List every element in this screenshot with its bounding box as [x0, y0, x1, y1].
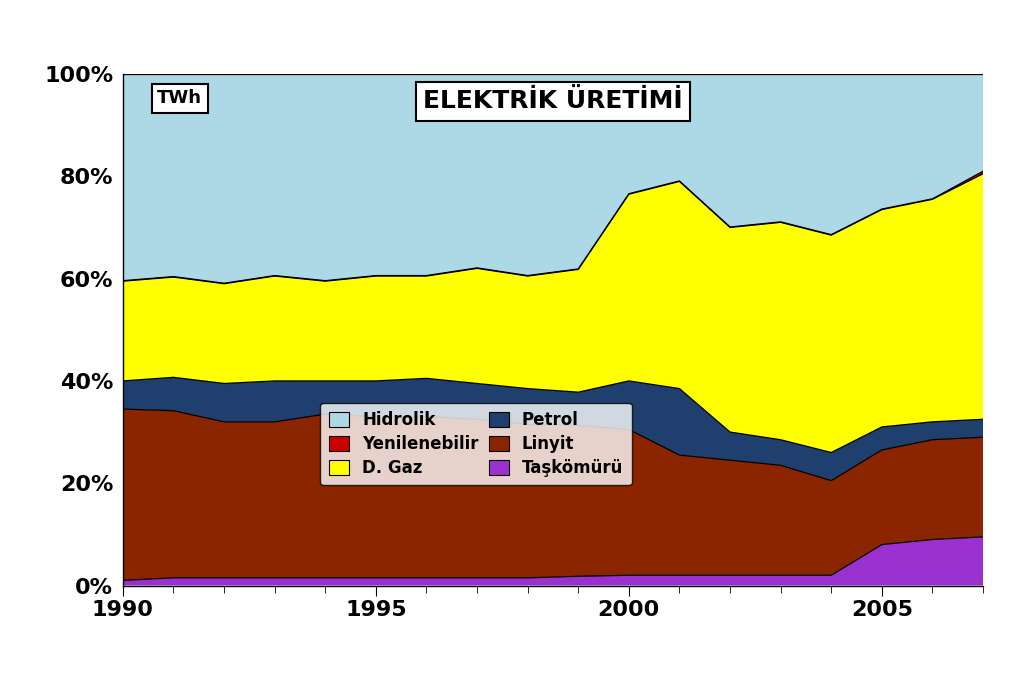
Legend: Hidrolik, Yenilenebilir, D. Gaz, Petrol, Linyit, Taşkömürü: Hidrolik, Yenilenebilir, D. Gaz, Petrol,… [321, 402, 632, 485]
Text: TWh: TWh [158, 90, 203, 108]
Text: ELEKTRİK ÜRETİMİ: ELEKTRİK ÜRETİMİ [423, 90, 683, 113]
